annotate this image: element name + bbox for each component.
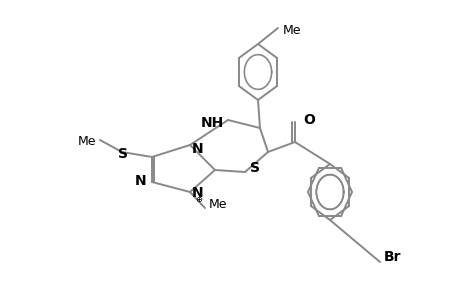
Text: S: S xyxy=(249,161,259,175)
Text: ⊕: ⊕ xyxy=(195,194,202,203)
Text: N: N xyxy=(134,174,146,188)
Text: S: S xyxy=(118,147,128,161)
Text: O: O xyxy=(302,113,314,127)
Text: Me: Me xyxy=(282,24,301,37)
Text: Me: Me xyxy=(208,198,227,211)
Text: Me: Me xyxy=(77,135,96,148)
Text: N: N xyxy=(191,186,203,200)
Text: Br: Br xyxy=(383,250,401,264)
Text: NH: NH xyxy=(200,116,224,130)
Text: N: N xyxy=(191,142,203,156)
